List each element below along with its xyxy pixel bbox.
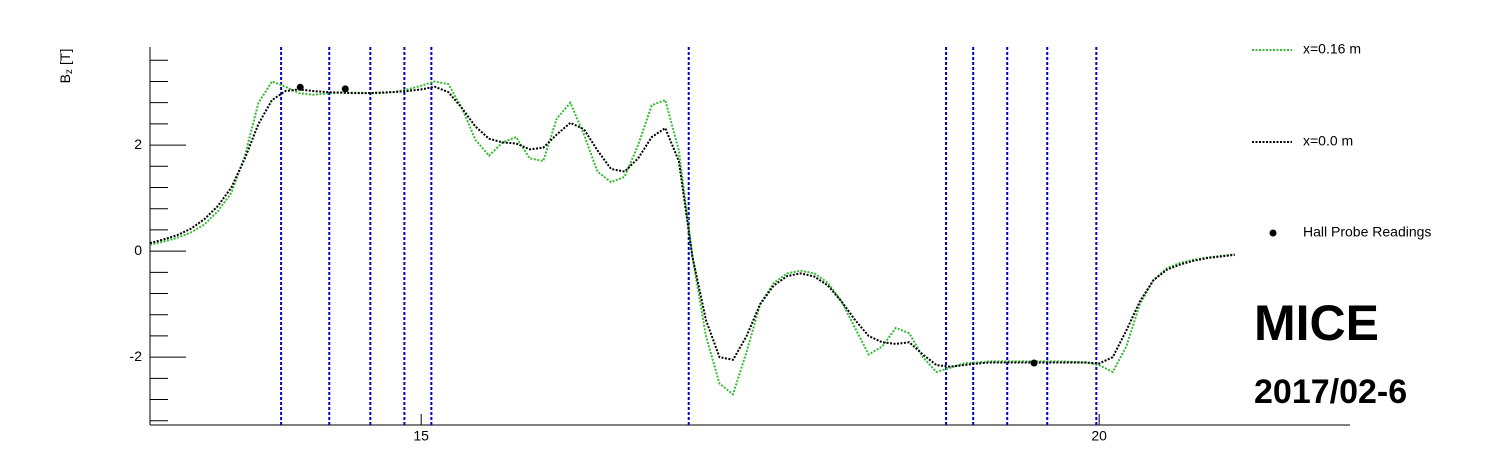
y-axis-label: Bz [T] [57,49,75,84]
annotation: 2017/02-6 [1254,373,1407,411]
y-tick-label: 2 [134,136,142,152]
series-line [149,80,1235,396]
legend-label: x=0.16 m [1303,41,1361,57]
annotation: MICE [1254,295,1379,351]
series-line [149,85,1235,368]
y-tick-label: -2 [130,348,143,364]
hall-probe-point [341,85,349,93]
y-tick-label: 0 [134,242,142,258]
hall-probe-point [296,83,304,91]
hall-probe-point [1030,359,1038,367]
legend-label: Hall Probe Readings [1303,224,1431,240]
y-label-unit: [T] [57,49,73,65]
x-tick-label: 15 [413,428,429,444]
legend-swatch [1269,229,1277,237]
x-tick-label: 20 [1091,428,1107,444]
y-label-main: B [57,74,73,83]
y-label-sub: z [64,69,75,74]
legend-label: x=0.0 m [1303,133,1353,149]
